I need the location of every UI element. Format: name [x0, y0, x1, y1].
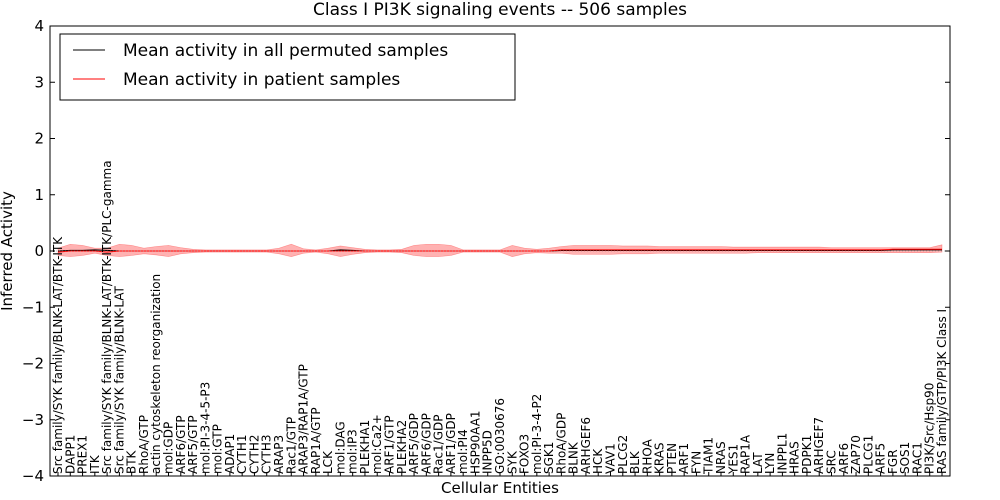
x-tick-label: ADAP1 [223, 434, 237, 474]
legend: Mean activity in all permuted samples Me… [59, 33, 516, 101]
x-tick-label: LAT [751, 452, 765, 474]
y-axis-label: Inferred Activity [0, 191, 16, 311]
x-tick-label: PLEKHA2 [395, 420, 409, 474]
x-tick-label: GO:0030676 [493, 398, 507, 474]
x-tick-label: ARF5 [874, 443, 888, 474]
x-tick-label: PLCG1 [861, 435, 875, 474]
x-axis: Src family/SYK family/BLNK-LAT/BTK-ITKDA… [51, 160, 949, 476]
x-tick-label: SRC [825, 450, 839, 474]
x-tick-label: CYTH1 [235, 435, 249, 475]
x-tick-label: PLEKHA1 [358, 420, 372, 474]
confidence-band-layer [57, 243, 943, 257]
x-tick-label: SGK1 [542, 442, 556, 474]
x-tick-label: ITK [88, 454, 102, 474]
x-tick-label: CYTH3 [260, 435, 274, 475]
x-tick-label: ARAP3 [272, 435, 286, 474]
x-tick-label: Rac1/GDP [432, 415, 446, 474]
x-tick-label: actin cytoskeleton reorganization [149, 274, 163, 474]
x-tick-label: Src family/SYK family/BLNK-LAT/BTK-ITK/P… [100, 160, 114, 474]
chart-title: Class I PI3K signaling events -- 506 sam… [313, 0, 687, 20]
x-tick-label: BTK [125, 449, 139, 474]
x-tick-label: ARF5/GDP [407, 413, 421, 474]
x-tick-label: ARF6 [837, 443, 851, 474]
x-tick-label: Src family/SYK family/BLNK-LAT/BTK-ITK [51, 236, 65, 474]
patient-activity-band [57, 243, 943, 257]
x-tick-label: NRAS [714, 441, 728, 474]
x-tick-label: LCK [321, 450, 335, 474]
x-tick-label: ARHGEF6 [579, 417, 593, 474]
x-tick-label: BLNK [567, 441, 581, 474]
x-tick-label: mol:Ca2+ [370, 414, 384, 474]
x-tick-label: mol:DAG [333, 421, 347, 474]
y-tick-label: 2 [34, 130, 44, 148]
y-tick-label: 3 [34, 73, 44, 91]
x-tick-label: PREX1 [76, 435, 90, 474]
x-tick-label: ARAP3/RAP1A/GTP [297, 364, 311, 474]
x-tick-label: YES1 [726, 444, 740, 475]
x-tick-label: BLK [628, 450, 642, 474]
x-tick-label: mol:PI-3-4-5-P3 [198, 382, 212, 474]
legend-label-patient: Mean activity in patient samples [123, 70, 400, 90]
x-tick-label: TIAM1 [702, 437, 716, 475]
x-axis-label: Cellular Entities [441, 479, 559, 497]
x-tick-label: ARF6/GDP [419, 413, 433, 474]
x-tick-label: RAC1 [910, 442, 924, 474]
x-tick-label: RAS family/GTP/PI3K Class I [935, 309, 949, 474]
x-tick-label: mol:PI4 [456, 429, 470, 474]
y-tick-label: 4 [34, 17, 44, 35]
x-tick-label: mol:IP3 [346, 429, 360, 474]
x-tick-label: KRAS [653, 442, 667, 474]
x-tick-label: RhoA/GDP [554, 413, 568, 474]
series-line-layer [50, 248, 950, 253]
y-tick-label: −1 [22, 298, 44, 316]
x-tick-label: PI3K/Src/Hsp90 [923, 383, 937, 474]
x-tick-label: ARF1/GDP [444, 413, 458, 474]
x-tick-label: SOS1 [898, 442, 912, 474]
y-tick-label: −3 [22, 411, 44, 429]
y-tick-label: −2 [22, 355, 44, 373]
x-tick-label: LYN [763, 453, 777, 474]
x-tick-label: VAV1 [604, 443, 618, 474]
x-tick-label: mol:GDP [162, 422, 176, 474]
x-tick-label: HRAS [788, 441, 802, 474]
x-tick-label: ARF6/GTP [174, 415, 188, 474]
x-tick-label: DAPP1 [63, 435, 77, 474]
y-tick-label: 0 [34, 242, 44, 260]
x-tick-label: ZAP70 [849, 435, 863, 474]
x-tick-label: PTEN [665, 443, 679, 474]
x-tick-label: INPPL1 [775, 433, 789, 474]
x-tick-label: HSP90AA1 [468, 410, 482, 474]
x-tick-label: PDPK1 [800, 435, 814, 474]
y-tick-label: 1 [34, 186, 44, 204]
x-tick-label: RAP1A [739, 434, 753, 474]
y-tick-label: −4 [22, 467, 44, 485]
y-axis: −4 −3 −2 −1 0 1 2 3 4 [22, 17, 950, 485]
x-tick-label: RHOA [640, 438, 654, 474]
x-tick-label: ARHGEF7 [812, 417, 826, 474]
x-tick-label: ARF5/GTP [186, 415, 200, 474]
legend-label-permuted: Mean activity in all permuted samples [123, 41, 448, 61]
x-tick-label: FOXO3 [518, 434, 532, 474]
legend-box [59, 33, 516, 101]
x-tick-label: ARF1/GTP [383, 415, 397, 474]
x-tick-label: CYTH2 [247, 435, 261, 475]
x-tick-label: RAP1A/GTP [309, 407, 323, 474]
x-tick-label: FGR [886, 449, 900, 474]
x-tick-label: ARF1 [677, 443, 691, 474]
x-tick-label: Src family/SYK family/BLNK-LAT [112, 285, 126, 474]
x-tick-label: RhoA/GTP [137, 415, 151, 474]
x-tick-label: HCK [591, 448, 605, 474]
x-tick-label: INPP5D [481, 430, 495, 474]
x-tick-label: Rac1/GTP [284, 417, 298, 474]
x-tick-label: PLCG2 [616, 435, 630, 474]
x-tick-label: mol:PI-3-4-P2 [530, 394, 544, 474]
x-tick-label: mol:GTP [211, 424, 225, 474]
x-tick-label: SYK [505, 450, 519, 474]
x-tick-label: FYN [689, 451, 703, 474]
